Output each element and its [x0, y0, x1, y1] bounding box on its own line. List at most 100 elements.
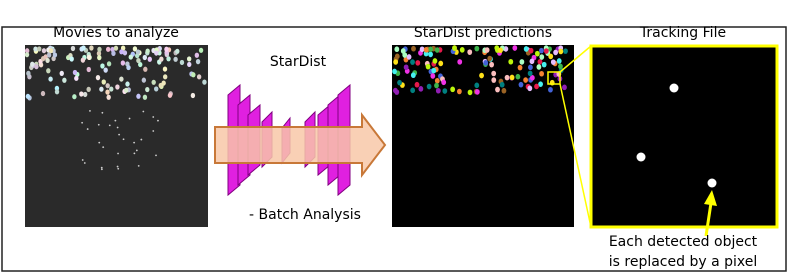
cell: [191, 93, 195, 98]
cell: [195, 53, 199, 58]
instance: [512, 45, 517, 51]
cell: [81, 45, 85, 50]
instance: [491, 71, 496, 77]
instance: [553, 50, 558, 56]
cell: [99, 87, 103, 92]
cell: [96, 75, 100, 80]
movies-label: Movies to analyze: [53, 25, 179, 41]
speck: [109, 125, 111, 127]
speck: [114, 120, 116, 122]
speck: [98, 142, 100, 144]
instance: [435, 47, 440, 53]
instance: [528, 71, 533, 77]
cell: [25, 52, 29, 57]
cell: [72, 94, 76, 99]
instance: [534, 84, 539, 90]
speck: [136, 150, 138, 152]
tracking-label: Tracking File: [639, 25, 726, 41]
instance: [438, 61, 443, 67]
speck: [87, 128, 89, 130]
cell: [143, 55, 147, 60]
instance: [428, 46, 433, 52]
cell: [175, 49, 179, 54]
instance: [450, 87, 455, 93]
speck: [82, 159, 84, 161]
cell: [136, 94, 140, 99]
cell: [45, 58, 49, 63]
speck: [118, 134, 120, 136]
cell: [97, 55, 101, 60]
cell: [180, 60, 184, 65]
cell: [114, 46, 118, 51]
cell: [26, 71, 30, 76]
instance: [518, 65, 523, 71]
instance: [435, 78, 440, 84]
instance: [433, 58, 438, 64]
speck: [157, 120, 159, 122]
instance: [474, 46, 479, 52]
instance: [491, 77, 496, 83]
cell: [115, 84, 119, 89]
cell: [191, 72, 195, 77]
cell: [79, 91, 83, 96]
instance: [415, 60, 420, 66]
instance: [548, 54, 553, 60]
cell: [106, 47, 110, 52]
instance: [452, 45, 457, 51]
instance: [410, 88, 415, 94]
cell: [143, 67, 147, 72]
cell: [100, 63, 104, 68]
instance: [394, 89, 399, 95]
cell: [69, 56, 73, 61]
speck: [84, 162, 86, 164]
instance: [442, 88, 447, 94]
cell: [164, 47, 168, 52]
instance: [487, 56, 492, 62]
cell: [81, 58, 85, 63]
speck: [101, 112, 103, 114]
cell: [48, 76, 52, 81]
instance: [427, 84, 432, 90]
speck: [117, 166, 119, 168]
cell: [168, 93, 172, 98]
cell: [60, 71, 64, 76]
instance: [411, 72, 416, 78]
instance: [505, 75, 510, 81]
instance: [562, 85, 567, 91]
cell: [41, 91, 45, 96]
tracking-caption: is replaced by a pixel: [609, 254, 757, 270]
instance: [508, 59, 513, 65]
cell: [34, 64, 38, 69]
speck: [129, 118, 131, 120]
cell: [107, 61, 111, 66]
instance: [393, 59, 398, 65]
cell: [148, 57, 152, 62]
instance: [495, 87, 500, 93]
cell: [129, 54, 133, 59]
prediction-image: [392, 45, 574, 227]
cell: [202, 80, 206, 85]
instance: [523, 77, 528, 83]
instance: [548, 87, 553, 93]
cell: [163, 66, 167, 71]
cell: [86, 87, 90, 92]
cell: [124, 88, 128, 93]
instance: [519, 59, 524, 65]
instance: [404, 64, 409, 70]
speck: [117, 153, 119, 155]
instance: [530, 59, 535, 65]
cell: [74, 76, 78, 81]
cell: [106, 95, 110, 100]
cell: [47, 52, 51, 57]
cell: [71, 46, 75, 51]
instance: [519, 82, 524, 88]
instance: [428, 52, 433, 58]
instance: [551, 59, 556, 65]
cell: [102, 79, 106, 84]
instance: [415, 82, 420, 88]
pixel: [670, 84, 679, 93]
cell: [159, 57, 163, 62]
cell: [62, 78, 66, 83]
instance: [457, 59, 462, 65]
speck: [142, 111, 144, 113]
